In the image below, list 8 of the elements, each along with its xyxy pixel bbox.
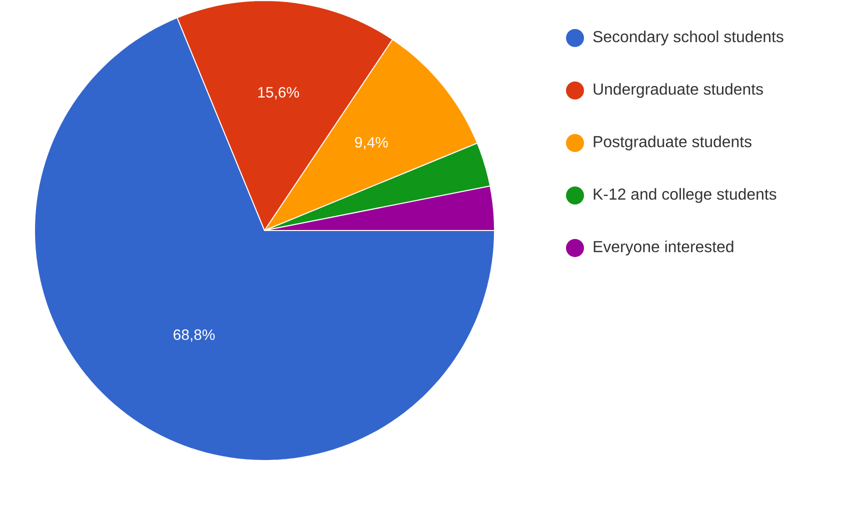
legend-label: Everyone interested [594,240,734,256]
legend-label: Undergraduate students [594,83,763,98]
data-label: 9,4% [355,137,388,150]
data-label: 15,6% [258,87,299,100]
legend-label: K-12 and college students [594,188,776,203]
data-label: 68,8% [174,329,215,342]
legend-label: Postgraduate students [594,136,752,150]
legend-label: Secondary school students [593,30,784,46]
